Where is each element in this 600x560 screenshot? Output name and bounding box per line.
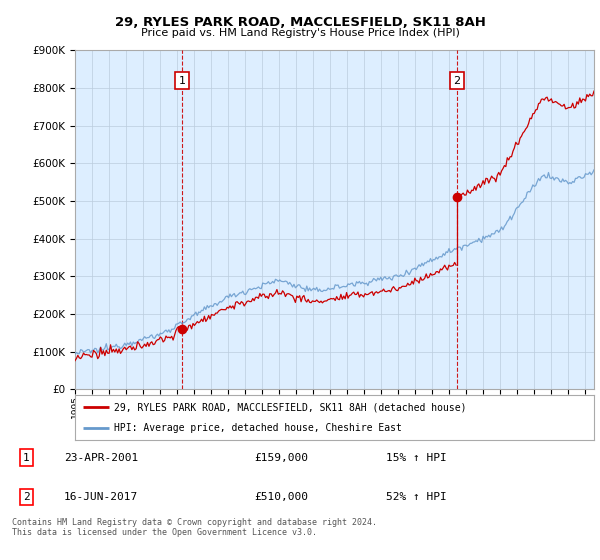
Text: 1: 1 (23, 453, 30, 463)
Text: £510,000: £510,000 (254, 492, 308, 502)
Text: 1: 1 (179, 76, 186, 86)
Text: 16-JUN-2017: 16-JUN-2017 (64, 492, 138, 502)
Text: 29, RYLES PARK ROAD, MACCLESFIELD, SK11 8AH: 29, RYLES PARK ROAD, MACCLESFIELD, SK11 … (115, 16, 485, 29)
Text: 23-APR-2001: 23-APR-2001 (64, 453, 138, 463)
Text: Contains HM Land Registry data © Crown copyright and database right 2024.
This d: Contains HM Land Registry data © Crown c… (12, 518, 377, 538)
Text: Price paid vs. HM Land Registry's House Price Index (HPI): Price paid vs. HM Land Registry's House … (140, 28, 460, 38)
Text: HPI: Average price, detached house, Cheshire East: HPI: Average price, detached house, Ches… (114, 423, 402, 433)
Text: £159,000: £159,000 (254, 453, 308, 463)
Text: 2: 2 (454, 76, 461, 86)
Text: 29, RYLES PARK ROAD, MACCLESFIELD, SK11 8AH (detached house): 29, RYLES PARK ROAD, MACCLESFIELD, SK11 … (114, 402, 466, 412)
Text: 2: 2 (23, 492, 30, 502)
Text: 15% ↑ HPI: 15% ↑ HPI (386, 453, 447, 463)
Text: 52% ↑ HPI: 52% ↑ HPI (386, 492, 447, 502)
